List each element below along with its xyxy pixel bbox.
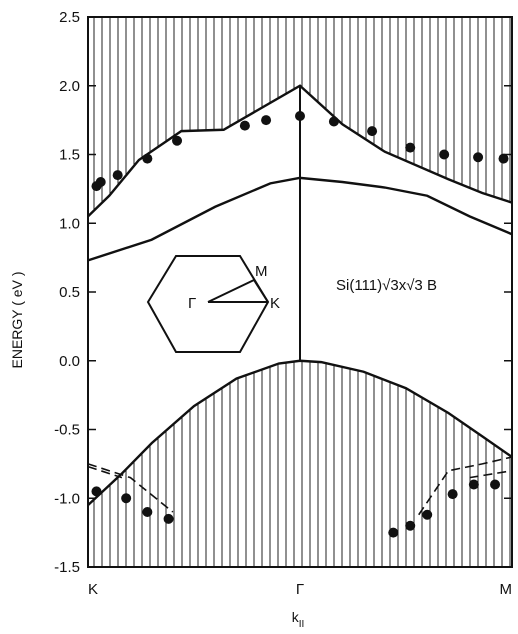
experimental-point	[121, 493, 132, 504]
surface-label: Si(111)√3x√3 B	[336, 277, 437, 294]
experimental-point	[490, 479, 501, 490]
y-tick-label: -1.5	[54, 559, 80, 576]
y-tick-label: 1.0	[59, 215, 80, 232]
inset-label-gamma: Γ	[188, 295, 196, 312]
inset-label-k: K	[270, 295, 280, 312]
y-axis-title: ENERGY ( eV )	[9, 272, 25, 369]
experimental-point	[498, 153, 509, 164]
experimental-point	[172, 135, 183, 146]
experimental-point	[405, 142, 416, 153]
experimental-point	[142, 507, 153, 517]
experimental-point	[295, 111, 305, 121]
experimental-point	[439, 149, 450, 160]
experimental-point	[388, 527, 399, 538]
y-tick-label: 0.0	[59, 353, 80, 370]
experimental-point	[261, 115, 272, 126]
y-tick-label: 0.5	[59, 284, 80, 301]
hatched-bulk-regions	[93, 17, 511, 567]
y-tick-label: -1.0	[54, 490, 80, 507]
y-tick-label: 2.0	[59, 78, 80, 95]
experimental-point	[468, 479, 479, 490]
experimental-point	[473, 152, 484, 163]
y-tick-label: 2.5	[59, 9, 80, 26]
experimental-point	[239, 120, 250, 131]
y-axis-ticks: 2.5 2.0 1.5 1.0 0.5 0.0 -0.5 -1.0 -1.5	[54, 9, 512, 576]
dashed-right-1-line	[418, 456, 513, 516]
experimental-point	[405, 520, 416, 531]
x-tick-label: K	[88, 581, 98, 598]
experimental-point	[328, 116, 339, 127]
inset-hexagon	[146, 255, 270, 353]
y-tick-label: 1.5	[59, 147, 80, 164]
experimental-point	[447, 489, 458, 500]
experimental-point	[142, 153, 153, 164]
dashed-left-2-line	[87, 465, 123, 479]
band-curves	[87, 84, 513, 516]
inset-gamma-m-line	[207, 279, 255, 303]
experimental-point	[422, 509, 433, 520]
x-tick-label: M	[500, 581, 513, 598]
inset-m-k-line	[253, 279, 269, 303]
brillouin-zone-inset: Γ M K	[146, 255, 280, 353]
dashed-left-1-line	[87, 463, 174, 513]
experimental-point	[91, 486, 102, 497]
x-axis-title-main: k	[292, 609, 300, 625]
experimental-point	[112, 170, 123, 181]
experimental-points	[91, 111, 509, 538]
experimental-point	[367, 126, 378, 137]
experimental-point	[95, 177, 106, 187]
surface-band-line	[87, 176, 513, 262]
dashed-right-2-line	[469, 469, 513, 479]
inset-label-m: M	[255, 263, 268, 280]
x-axis-title: kII	[292, 609, 305, 630]
x-axis-title-subscript: II	[299, 619, 305, 630]
valence-band-edge-line	[87, 359, 513, 507]
x-tick-label: Γ	[296, 581, 304, 598]
y-tick-label: -0.5	[54, 422, 80, 439]
experimental-point	[163, 513, 174, 524]
